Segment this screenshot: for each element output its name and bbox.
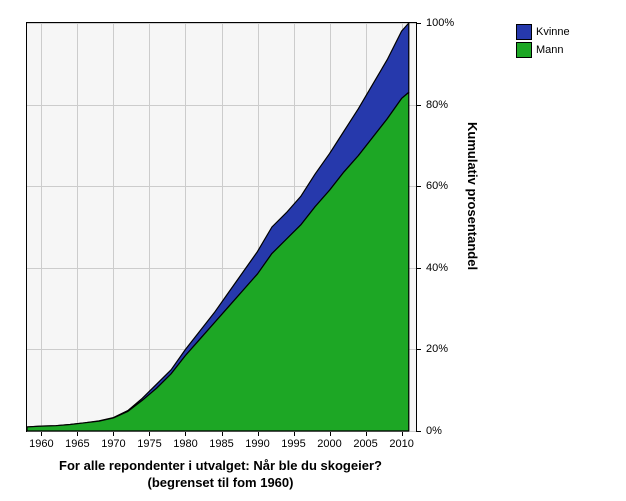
- x-tick-label: 1970: [101, 438, 125, 450]
- x-tick-label: 1960: [29, 438, 53, 450]
- legend-swatch: [516, 42, 532, 58]
- x-tick-label: 1965: [65, 438, 89, 450]
- y-axis-title: Kumulativ prosentandel: [465, 122, 480, 270]
- x-tick-label: 2010: [389, 438, 413, 450]
- x-tick-label: 1990: [245, 438, 269, 450]
- y-tick: [416, 23, 421, 24]
- y-tick-label: 20%: [426, 343, 448, 355]
- y-tick-label: 0%: [426, 425, 442, 437]
- y-tick-label: 80%: [426, 99, 448, 111]
- x-tick-label: 1995: [281, 438, 305, 450]
- x-tick-label: 1980: [173, 438, 197, 450]
- caption-line-2: (begrenset til fom 1960): [59, 475, 382, 492]
- x-tick-label: 2000: [317, 438, 341, 450]
- legend-item: Mann: [516, 42, 570, 58]
- x-tick-label: 1975: [137, 438, 161, 450]
- chart-plot-area: 1960196519701975198019851990199520002005…: [26, 22, 417, 432]
- y-tick: [416, 268, 421, 269]
- y-tick-label: 100%: [426, 17, 454, 29]
- y-tick: [416, 431, 421, 432]
- y-tick-label: 40%: [426, 262, 448, 274]
- y-tick: [416, 349, 421, 350]
- legend-label: Mann: [536, 44, 564, 56]
- x-tick-label: 1985: [209, 438, 233, 450]
- chart-series-svg: [27, 23, 416, 431]
- legend-item: Kvinne: [516, 24, 570, 40]
- y-tick-label: 60%: [426, 180, 448, 192]
- legend-swatch: [516, 24, 532, 40]
- y-tick: [416, 105, 421, 106]
- chart-caption: For alle repondenter i utvalget: Når ble…: [59, 458, 382, 492]
- x-tick-label: 2005: [353, 438, 377, 450]
- y-tick: [416, 186, 421, 187]
- chart-legend: Kvinne Mann: [516, 24, 570, 60]
- legend-label: Kvinne: [536, 26, 570, 38]
- caption-line-1: For alle repondenter i utvalget: Når ble…: [59, 458, 382, 475]
